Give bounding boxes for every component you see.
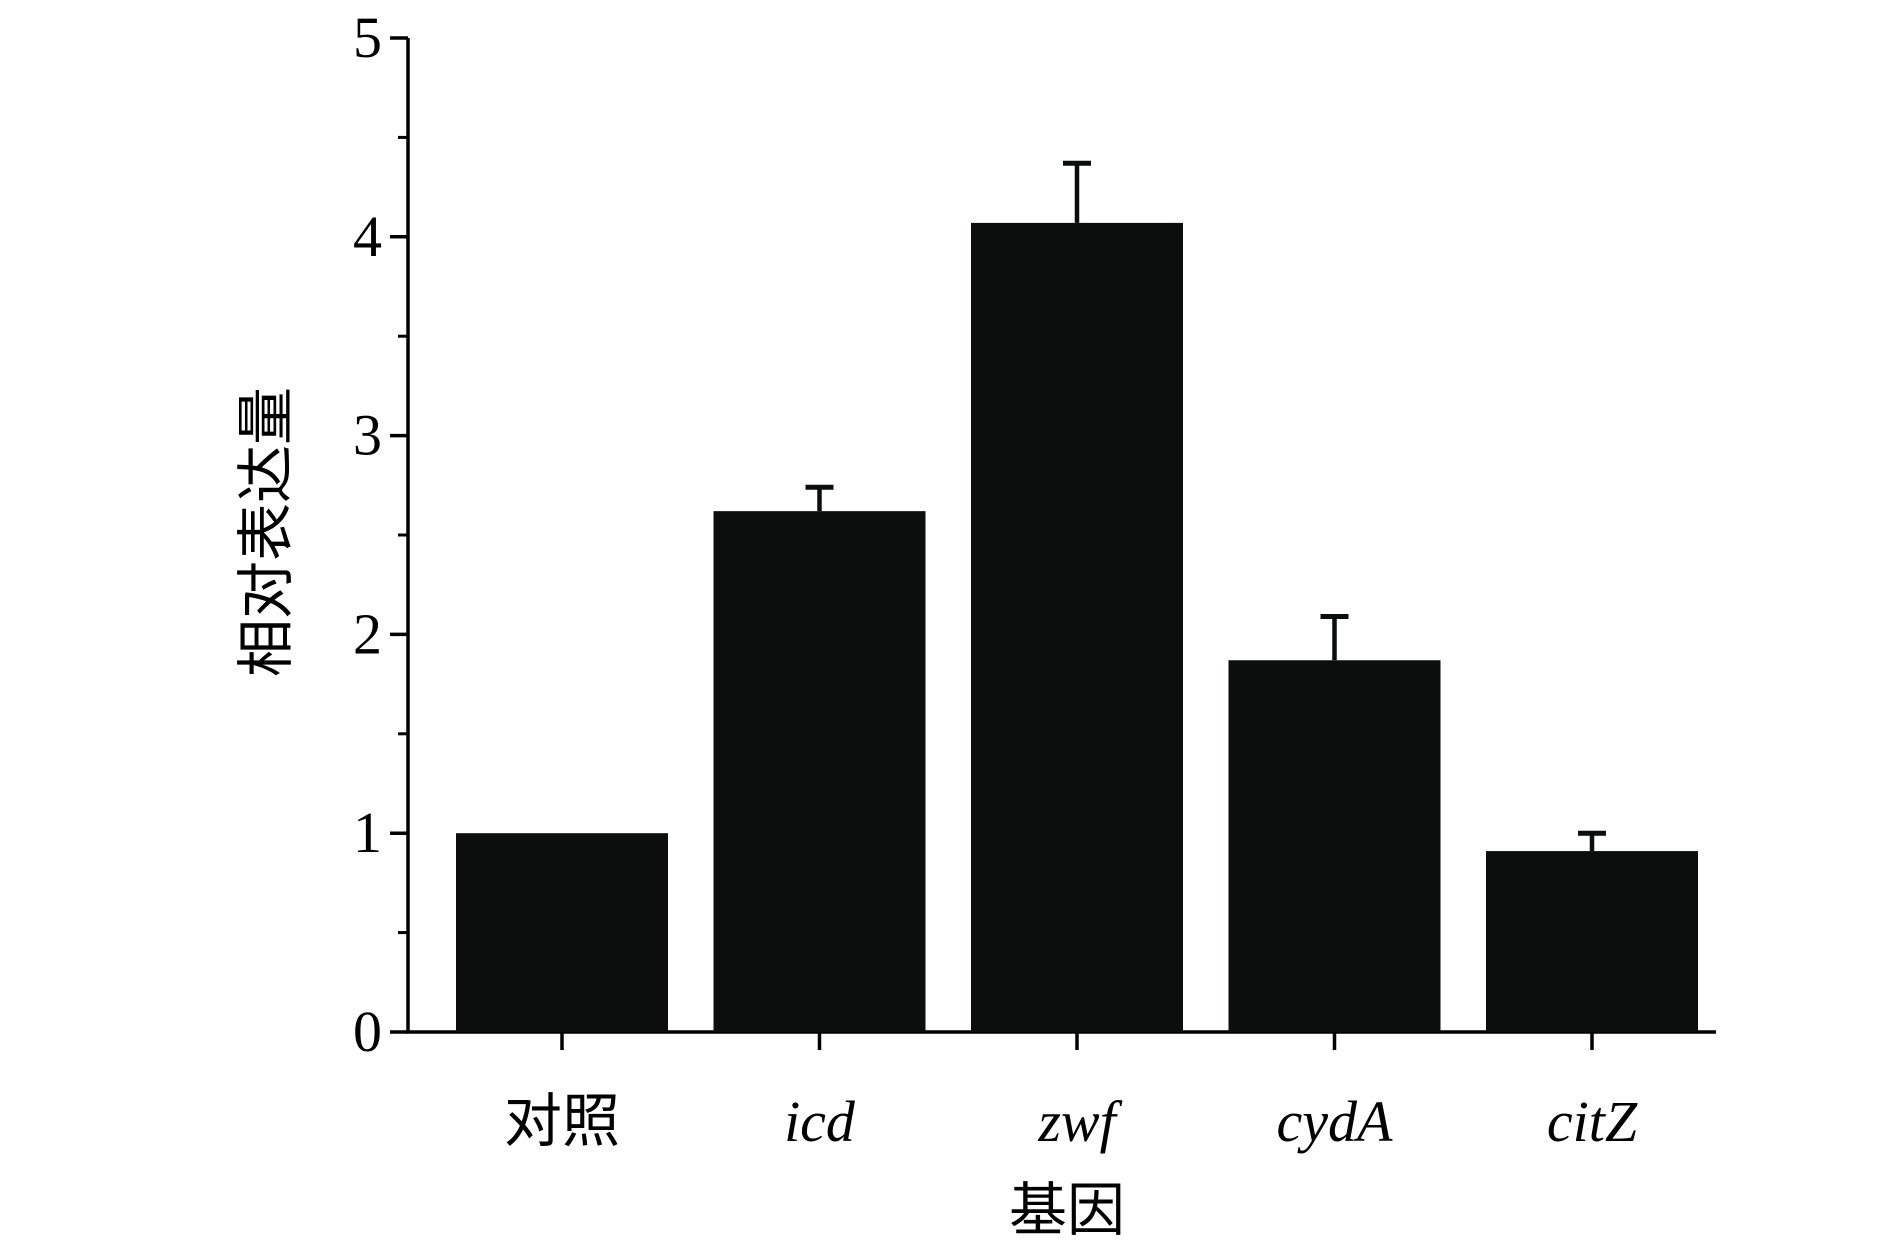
bars — [456, 160, 1698, 1032]
bar — [713, 511, 926, 1032]
bar — [456, 833, 668, 1032]
y-tick-label: 0 — [353, 999, 382, 1064]
bar — [1228, 660, 1441, 1032]
y-tick-label: 2 — [353, 601, 382, 666]
x-tick-label: zwf — [1037, 1089, 1122, 1154]
y-axis-title: 相对表达量 — [234, 387, 299, 677]
x-tick-label: icd — [784, 1089, 856, 1154]
y-tick-label: 5 — [353, 5, 382, 70]
bar — [971, 222, 1183, 1032]
x-tick-label: cydA — [1277, 1089, 1393, 1154]
y-tick-label: 1 — [353, 800, 382, 865]
x-tick-label: citZ — [1547, 1089, 1638, 1154]
x-axis-title: 基因 — [1009, 1178, 1125, 1243]
labels: 0 1 2 3 4 5 对照 icd zwf cydA citZ — [353, 5, 1638, 1154]
x-tick-label: 对照 — [504, 1089, 620, 1154]
bar — [1486, 851, 1698, 1032]
y-tick-label: 3 — [353, 403, 382, 468]
y-tick-label: 4 — [353, 204, 382, 269]
